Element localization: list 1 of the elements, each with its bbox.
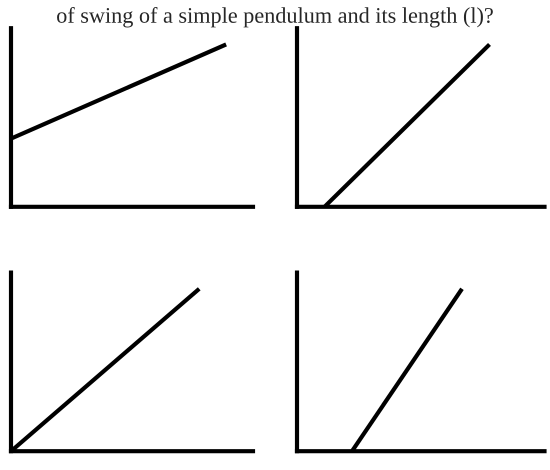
text: of swing of a simple pendulum and its length (l)? bbox=[57, 7, 493, 28]
